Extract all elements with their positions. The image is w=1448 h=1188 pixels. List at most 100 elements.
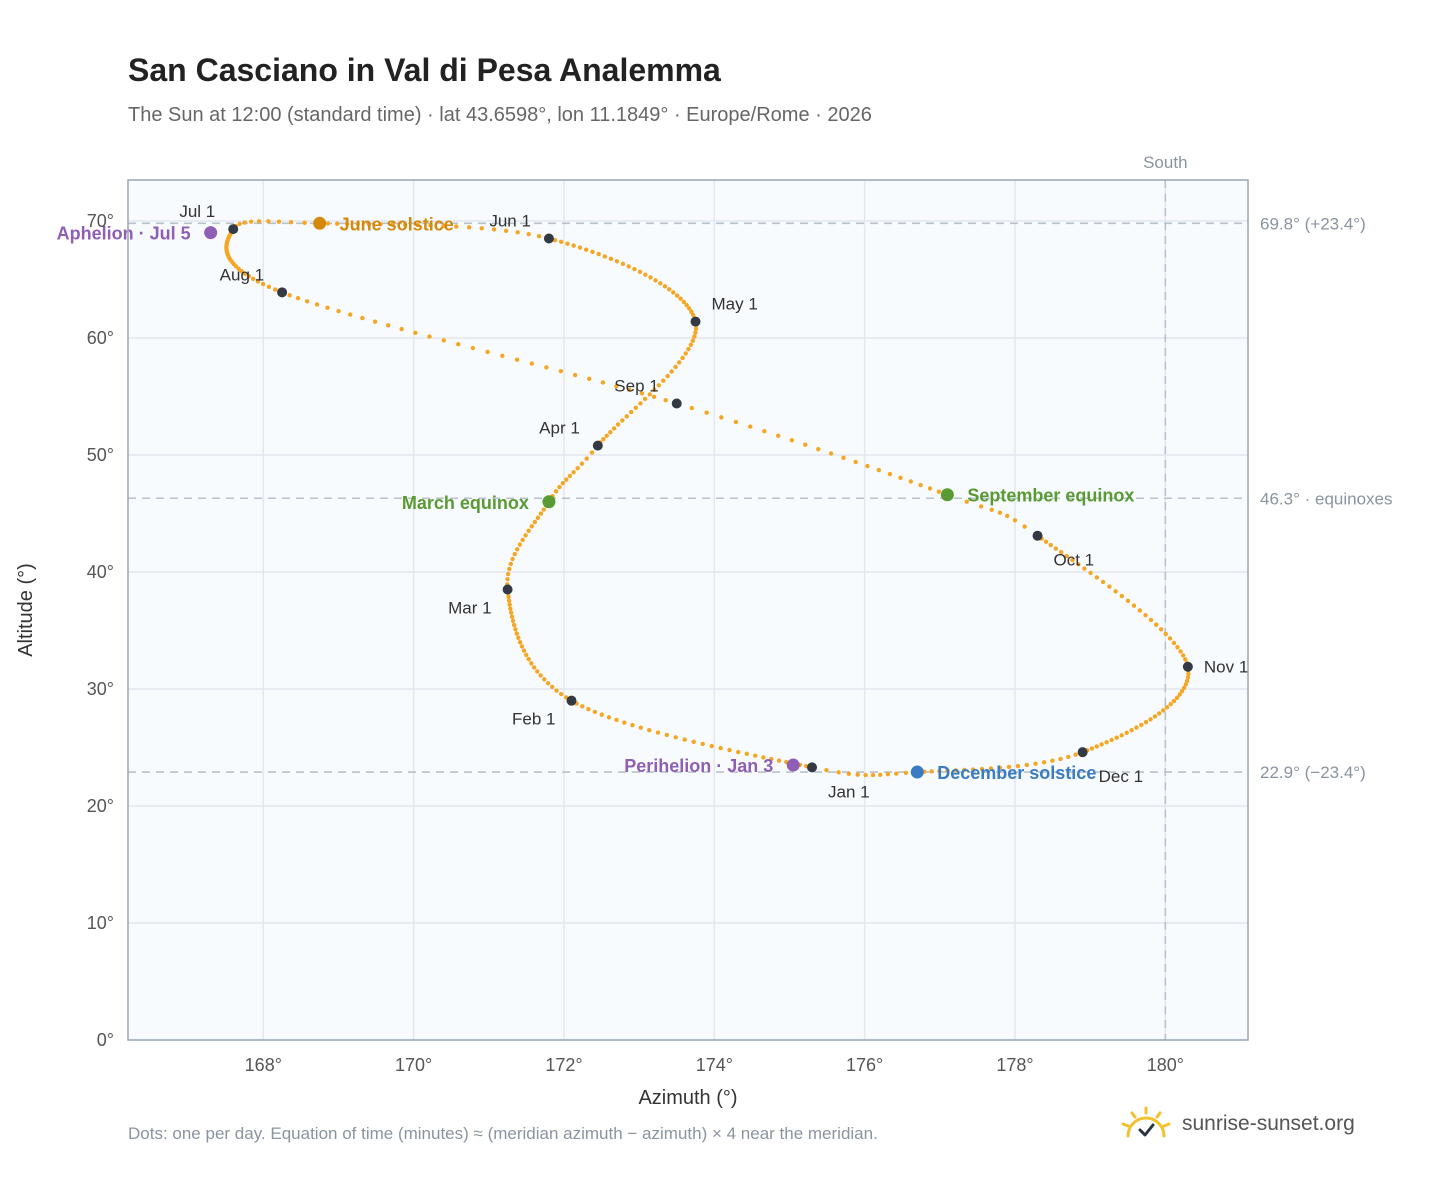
daily-dot <box>661 378 666 383</box>
daily-dot <box>1006 764 1012 770</box>
daily-dot <box>733 419 739 425</box>
daily-dot <box>524 652 529 658</box>
y-tick-label: 10° <box>87 913 114 933</box>
daily-dot <box>325 221 331 226</box>
daily-dot <box>1066 754 1071 760</box>
daily-dot <box>870 772 876 778</box>
daily-dot <box>606 715 612 720</box>
daily-dot <box>691 739 696 744</box>
daily-dot <box>608 256 614 262</box>
daily-dot <box>1183 682 1189 687</box>
daily-dot <box>678 296 683 301</box>
daily-dot <box>736 749 741 755</box>
daily-dot <box>427 334 432 339</box>
daily-dot <box>903 770 909 775</box>
daily-dot <box>1131 603 1137 608</box>
daily-dot <box>302 220 307 225</box>
daily-dot <box>1177 692 1182 697</box>
daily-dot <box>620 418 625 423</box>
daily-dot <box>571 243 576 248</box>
daily-dot <box>718 745 723 751</box>
daily-dot <box>816 446 821 452</box>
daily-dot <box>620 261 626 267</box>
daily-dot <box>689 309 694 314</box>
daily-dot <box>855 772 860 777</box>
daily-dot <box>989 507 994 513</box>
daily-dot <box>988 766 994 771</box>
daily-dot <box>507 566 512 572</box>
daily-dot <box>1163 631 1168 637</box>
daily-dot <box>688 342 694 348</box>
month-marker-label: Apr 1 <box>539 419 580 438</box>
daily-dot <box>1022 524 1027 529</box>
daily-dot <box>514 357 520 362</box>
event-marker-dot <box>313 216 327 230</box>
x-tick-label: 180° <box>1147 1055 1184 1075</box>
reference-line-label: 22.9° (−23.4°) <box>1260 763 1366 782</box>
daily-dot <box>560 481 566 486</box>
daily-dot <box>885 772 891 777</box>
daily-dot <box>630 722 635 728</box>
daily-dot <box>549 684 555 690</box>
daily-dot <box>586 706 591 712</box>
daily-dot <box>639 391 645 396</box>
daily-dot <box>260 281 266 287</box>
daily-dot <box>239 268 244 274</box>
daily-dot <box>936 489 942 494</box>
daily-dot <box>647 727 652 733</box>
daily-dot <box>1175 645 1180 650</box>
daily-dot <box>378 221 383 227</box>
daily-dot <box>638 725 643 730</box>
daily-dot <box>505 571 511 577</box>
daily-dot <box>1050 758 1055 763</box>
daily-dot <box>1094 744 1099 749</box>
daily-dot <box>1099 742 1104 747</box>
daily-dot <box>937 768 942 774</box>
daily-dot <box>508 610 514 615</box>
daily-dot <box>565 241 570 246</box>
daily-dot <box>1073 752 1078 757</box>
daily-dot <box>614 259 620 264</box>
daily-dot <box>744 751 750 757</box>
daily-dot <box>519 644 525 649</box>
daily-dot <box>1089 746 1095 751</box>
daily-dot <box>789 438 795 443</box>
month-marker-dot <box>566 695 577 706</box>
daily-dot <box>1148 617 1154 623</box>
footnote: Dots: one per day. Equation of time (min… <box>128 1124 878 1143</box>
event-marker-dot <box>940 488 954 502</box>
daily-dot <box>709 743 714 749</box>
daily-dot <box>507 602 512 607</box>
daily-dot <box>511 622 517 628</box>
daily-dot <box>242 220 247 225</box>
daily-dot <box>1094 575 1100 580</box>
daily-dot <box>538 673 543 678</box>
daily-dot <box>918 482 923 488</box>
daily-dot <box>246 274 252 279</box>
daily-dot <box>517 639 523 645</box>
daily-dot <box>878 772 883 777</box>
month-marker-dot <box>592 440 603 451</box>
daily-dot <box>399 326 404 332</box>
daily-dot <box>505 576 510 582</box>
daily-dot <box>514 547 520 552</box>
daily-dot <box>466 225 472 230</box>
daily-dot <box>266 219 271 224</box>
daily-dot <box>579 461 585 466</box>
month-marker-label: Jul 1 <box>179 202 215 221</box>
daily-dot <box>1139 722 1144 728</box>
brand[interactable]: sunrise-sunset.org <box>1120 1104 1355 1144</box>
daily-dot <box>689 405 694 411</box>
daily-dot <box>544 365 549 370</box>
daily-dot <box>1125 598 1131 604</box>
daily-dot <box>600 380 606 385</box>
daily-dot <box>580 704 585 709</box>
daily-dot <box>846 771 852 776</box>
month-marker-label: Mar 1 <box>448 599 491 618</box>
daily-dot <box>553 489 559 494</box>
daily-dot <box>1058 550 1064 555</box>
daily-dot <box>611 426 617 431</box>
daily-dot <box>761 755 766 760</box>
daily-dot <box>953 768 958 773</box>
